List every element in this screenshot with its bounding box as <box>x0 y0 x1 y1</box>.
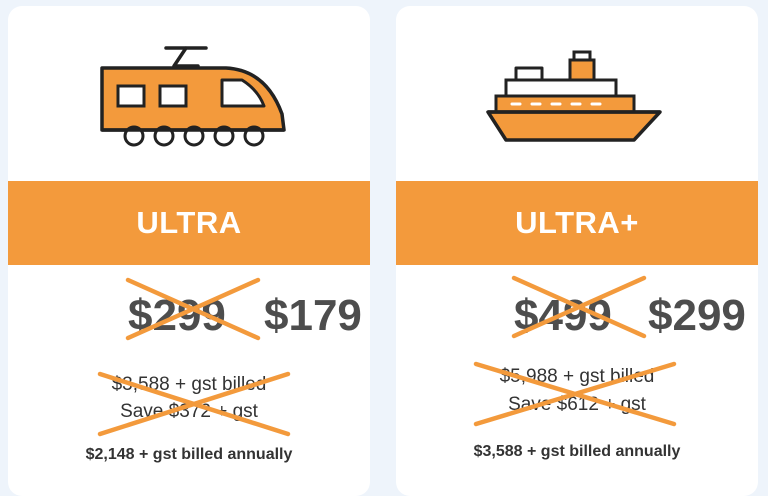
new-price: $179 <box>264 291 362 340</box>
old-price: $499 <box>514 291 612 340</box>
new-price: $299 <box>648 291 746 340</box>
old-savings-text: Save $372 + gst <box>120 401 258 422</box>
plan-card-ultra: ULTRA $299 $179 $3,588 + gst billed Save… <box>8 6 370 496</box>
old-price-struck: $299 <box>125 277 261 348</box>
old-savings-text: Save $612 + gst <box>508 394 646 415</box>
old-billed-text: $3,588 + gst billed <box>111 374 267 395</box>
train-icon <box>100 46 286 147</box>
old-price-struck: $499 <box>511 275 647 348</box>
plan-illustration <box>396 6 758 181</box>
annual-billing-text: $3,588 + gst billed annually <box>473 443 681 460</box>
old-billing-struck: $3,588 + gst billed Save $372 + gst <box>8 371 370 444</box>
plan-name-band: ULTRA+ <box>396 181 758 265</box>
price-row: $299 $179 <box>8 277 370 348</box>
price-row: $499 $299 <box>396 275 758 348</box>
plan-name: ULTRA+ <box>515 205 639 240</box>
plan-name-band: ULTRA <box>8 181 370 265</box>
old-price: $299 <box>128 291 226 340</box>
ship-icon <box>486 50 662 142</box>
plan-name: ULTRA <box>136 205 242 240</box>
old-billing-struck: $5,988 + gst billed Save $612 + gst <box>396 361 758 436</box>
old-billed-text: $5,988 + gst billed <box>499 366 655 387</box>
plan-card-ultra-plus: ULTRA+ $499 $299 $5,988 + gst billed Sav… <box>396 6 758 496</box>
plan-illustration <box>8 6 370 181</box>
annual-billing-text: $2,148 + gst billed annually <box>85 446 293 463</box>
